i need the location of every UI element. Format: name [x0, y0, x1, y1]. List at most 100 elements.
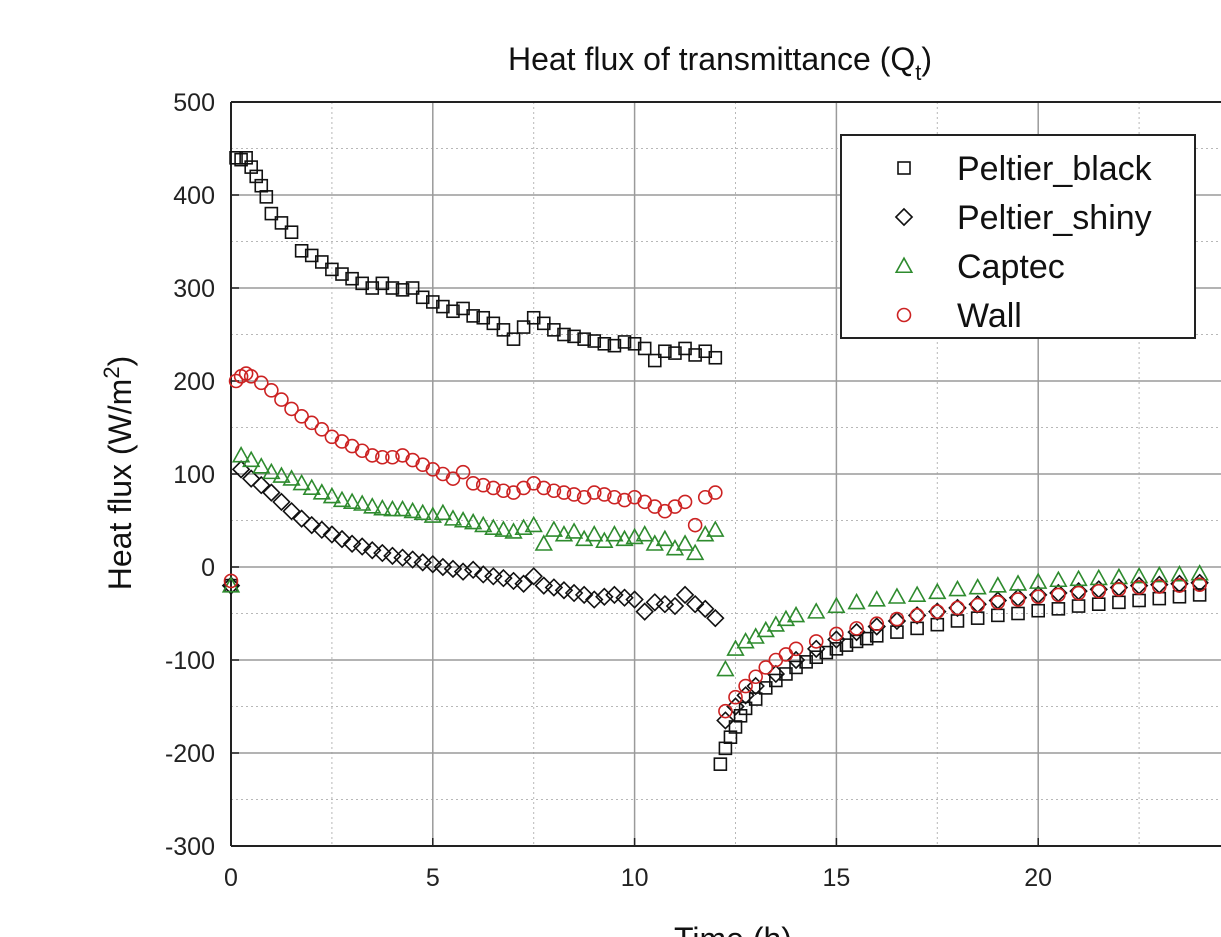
point-Captec — [453, 511, 473, 528]
point-Peltier_black — [496, 323, 511, 337]
point-Captec — [443, 509, 463, 526]
point-Wall — [264, 382, 279, 398]
point-Captec — [786, 605, 806, 623]
point-Peltier_black — [385, 281, 400, 295]
point-Wall — [738, 678, 753, 694]
legend-marker-Captec — [894, 256, 914, 274]
point-Captec — [322, 486, 342, 504]
point-Peltier_black — [637, 341, 652, 356]
point-Wall — [455, 464, 471, 480]
point-Peltier_shiny — [625, 590, 644, 609]
point-Captec — [221, 576, 241, 593]
point-Wall — [314, 422, 330, 437]
point-Peltier_black — [254, 178, 269, 193]
point-Peltier_black — [234, 152, 248, 167]
point-Peltier_shiny — [423, 554, 443, 574]
point-Peltier_black — [607, 338, 622, 353]
legend-label-Wall: Wall — [957, 297, 1022, 335]
point-Captec — [302, 478, 321, 495]
point-Peltier_shiny — [514, 574, 533, 593]
point-Wall — [728, 689, 743, 705]
point-Captec — [282, 469, 301, 486]
point-Peltier_shiny — [272, 492, 291, 512]
point-Captec — [332, 490, 352, 508]
y-tick-label: 300 — [173, 275, 215, 303]
legend: Peltier_black Peltier_shiny Captec Wall — [840, 134, 1196, 339]
point-Peltier_black — [597, 336, 612, 351]
point-Captec — [433, 503, 453, 521]
point-Peltier_black — [274, 216, 289, 230]
point-Peltier_shiny — [292, 509, 311, 528]
legend-marker-Peltier_shiny — [894, 207, 914, 227]
point-Peltier_shiny — [867, 617, 886, 636]
point-Captec — [605, 525, 624, 542]
point-Peltier_black — [446, 304, 460, 319]
y-tick-label: -200 — [165, 740, 215, 768]
point-Wall — [617, 492, 632, 508]
point-Wall — [788, 641, 804, 657]
point-Wall — [677, 494, 693, 510]
point-Wall — [950, 600, 965, 616]
point-Wall — [607, 489, 622, 505]
point-Peltier_shiny — [887, 611, 907, 631]
point-Wall — [849, 621, 864, 636]
point-Wall — [304, 415, 320, 431]
point-Peltier_shiny — [494, 568, 513, 588]
point-Captec — [544, 520, 564, 537]
point-Peltier_black — [365, 281, 380, 295]
point-Wall — [758, 660, 774, 675]
point-Peltier_shiny — [716, 711, 735, 730]
point-Captec — [564, 522, 584, 539]
point-Captec — [887, 587, 907, 604]
legend-label-Peltier_black: Peltier_black — [957, 150, 1153, 188]
point-Wall — [1151, 579, 1167, 594]
point-Captec — [847, 592, 866, 610]
point-Captec — [807, 602, 826, 619]
x-tick-label: 15 — [822, 864, 850, 892]
point-Peltier_black — [506, 332, 521, 346]
legend-box — [840, 134, 1196, 339]
point-Peltier_black — [315, 255, 329, 269]
y-tick-label: -300 — [165, 833, 215, 861]
series-Peltier_black — [224, 151, 1207, 771]
point-Peltier_shiny — [615, 588, 634, 607]
y-tick-label: 500 — [173, 89, 215, 117]
y-tick-label: 100 — [173, 461, 215, 489]
point-Peltier_black — [991, 608, 1005, 623]
point-Captec — [1029, 572, 1048, 589]
point-Peltier_black — [239, 151, 253, 165]
point-Peltier_black — [647, 353, 662, 368]
x-axis-title: Time (h) — [674, 921, 792, 937]
point-Peltier_black — [617, 335, 632, 349]
point-Wall — [364, 448, 380, 463]
point-Peltier_black — [708, 350, 723, 365]
point-Peltier_shiny — [524, 567, 543, 586]
point-Peltier_black — [890, 625, 904, 639]
point-Peltier_shiny — [373, 543, 392, 563]
point-Captec — [292, 473, 311, 491]
point-Peltier_shiny — [746, 676, 765, 696]
x-tick-label: 0 — [224, 864, 238, 892]
point-Wall — [869, 616, 885, 632]
point-Peltier_black — [1071, 599, 1086, 613]
point-Peltier_shiny — [342, 534, 362, 553]
point-Peltier_shiny — [312, 520, 332, 540]
point-Wall — [465, 475, 481, 491]
point-Captec — [675, 534, 695, 551]
point-Peltier_black — [839, 638, 854, 652]
point-Wall — [778, 647, 794, 662]
point-Wall — [1030, 589, 1046, 605]
point-Peltier_black — [627, 336, 642, 351]
point-Peltier_shiny — [504, 571, 523, 591]
point-Captec — [231, 445, 251, 463]
point-Wall — [284, 401, 299, 417]
point-Captec — [252, 457, 271, 474]
point-Peltier_black — [244, 160, 258, 174]
point-Peltier_shiny — [786, 650, 806, 670]
point-Captec — [1109, 567, 1129, 585]
point-Peltier_black — [758, 681, 773, 695]
point-Wall — [1051, 587, 1066, 603]
point-Wall — [909, 608, 925, 623]
point-Peltier_black — [1051, 602, 1066, 616]
